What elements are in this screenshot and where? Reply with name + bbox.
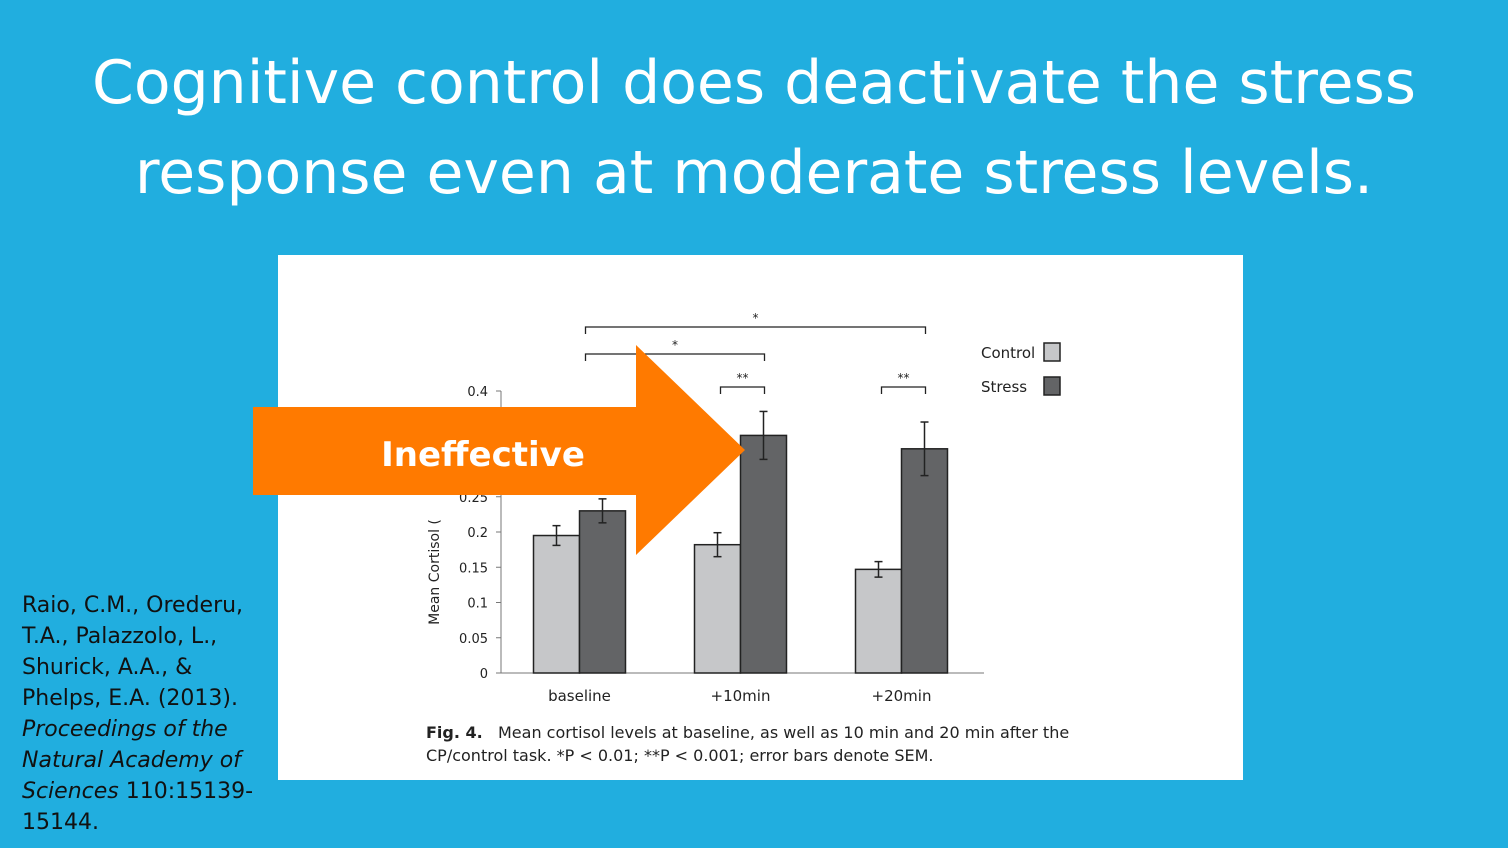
- slide-title: Cognitive control does deactivate the st…: [91, 48, 1416, 208]
- significance-label: **: [737, 371, 749, 385]
- caption-text: Mean cortisol levels at baseline, as wel…: [426, 723, 1070, 765]
- x-tick-label: +20min: [872, 687, 932, 705]
- caption-label: Fig. 4.: [426, 723, 483, 742]
- y-tick-label: 0.2: [467, 526, 488, 541]
- y-tick-label: 0.05: [459, 632, 488, 647]
- figure-caption: Fig. 4. Mean cortisol levels at baseline…: [426, 721, 1106, 767]
- bar-control: [532, 534, 581, 674]
- significance-label: *: [672, 338, 678, 352]
- arrow-label: Ineffective: [381, 435, 585, 475]
- y-tick-label: 0.1: [467, 597, 488, 612]
- significance-bracket: [584, 326, 927, 334]
- bar-stress: [739, 434, 788, 674]
- bar-control: [693, 543, 742, 674]
- bar-stress: [578, 510, 627, 674]
- legend-swatch: [1043, 376, 1061, 396]
- significance-label: **: [898, 371, 910, 385]
- citation: Raio, C.M., Orederu, T.A., Palazzolo, L.…: [22, 590, 272, 838]
- legend-swatch: [1043, 342, 1061, 362]
- bar-stress: [900, 448, 949, 674]
- arrow-shape: [253, 345, 745, 555]
- significance-bracket: [719, 386, 766, 394]
- x-tick-label: +10min: [711, 687, 771, 705]
- significance-label: *: [753, 311, 759, 325]
- bar-control: [854, 568, 903, 674]
- x-tick-label: baseline: [548, 687, 611, 705]
- significance-bracket: [880, 386, 927, 394]
- y-tick-label: 0.15: [459, 561, 488, 576]
- y-tick-label: 0: [480, 667, 488, 682]
- legend-label: Stress: [981, 378, 1027, 396]
- y-tick-label: 0.4: [467, 385, 488, 400]
- ineffective-arrow: Ineffective: [253, 345, 745, 555]
- citation-authors: Raio, C.M., Orederu, T.A., Palazzolo, L.…: [22, 593, 244, 711]
- y-axis-label: Mean Cortisol (: [427, 519, 443, 625]
- significance-bracket: [584, 353, 766, 361]
- legend-label: Control: [981, 344, 1035, 362]
- citation-volume: 110:15139-15144.: [22, 779, 254, 835]
- citation-journal: Proceedings of the Natural Academy of Sc…: [22, 717, 241, 804]
